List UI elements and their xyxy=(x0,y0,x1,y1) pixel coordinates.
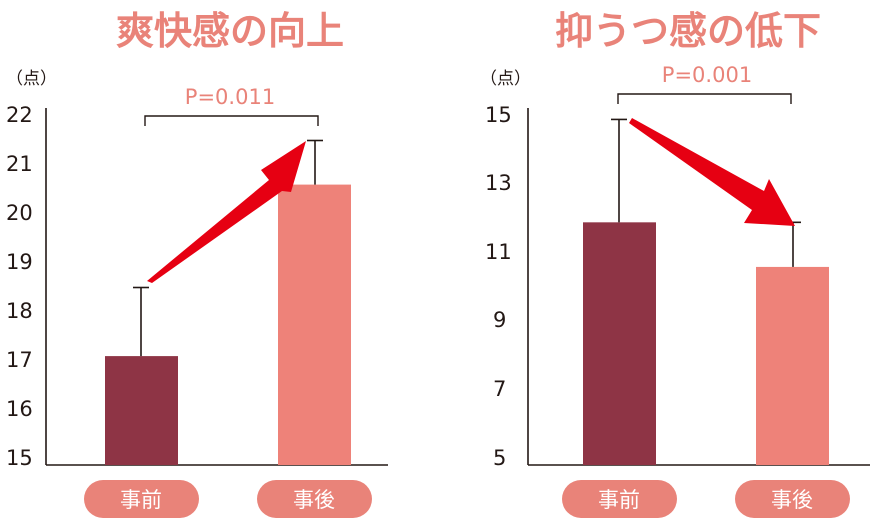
category-pill-after: 事後 xyxy=(735,480,850,518)
p-value-label: P=0.011 xyxy=(185,85,275,109)
bar-after xyxy=(756,266,829,465)
chart-left-y-tick-labels: 15 16 17 18 19 20 21 22 xyxy=(6,103,33,470)
chart-right-title: 抑うつ感の低下 xyxy=(555,9,821,53)
y-tick-label: 19 xyxy=(6,250,33,274)
trend-arrow-down xyxy=(629,118,795,226)
y-tick-label: 11 xyxy=(485,240,512,264)
category-pill-after: 事後 xyxy=(257,480,372,518)
category-pill-before: 事前 xyxy=(562,480,677,518)
category-label: 事後 xyxy=(293,488,335,512)
y-tick-label: 13 xyxy=(485,171,512,195)
chart-right-y-tick-labels: 5 7 9 11 13 15 xyxy=(485,103,512,470)
bar-before xyxy=(583,222,656,465)
category-label: 事後 xyxy=(771,488,813,512)
y-tick-label: 16 xyxy=(6,397,33,421)
bar-after xyxy=(278,184,351,465)
category-pill-before: 事前 xyxy=(84,480,199,518)
y-tick-label: 5 xyxy=(493,446,506,470)
significance-bracket xyxy=(144,115,319,126)
chart-right-unit-label: （点） xyxy=(480,69,531,89)
error-bar-after xyxy=(785,221,801,267)
y-tick-label: 15 xyxy=(6,446,33,470)
y-tick-label: 21 xyxy=(6,152,33,176)
category-label: 事前 xyxy=(120,488,162,512)
bar-before xyxy=(105,356,178,465)
chart-left-unit-label: （点） xyxy=(6,69,57,89)
error-bar-before xyxy=(611,118,627,223)
trend-arrow-up xyxy=(147,141,306,283)
category-label: 事前 xyxy=(598,488,640,512)
chart-left: 爽快感の向上 （点） 15 16 17 18 19 20 21 22 P=0.0… xyxy=(6,9,388,518)
y-tick-label: 17 xyxy=(6,348,33,372)
y-tick-label: 18 xyxy=(6,299,33,323)
y-tick-label: 7 xyxy=(493,377,506,401)
y-tick-label: 20 xyxy=(6,201,33,225)
y-tick-label: 15 xyxy=(485,103,512,127)
error-bar-before xyxy=(133,286,149,357)
p-value-label: P=0.001 xyxy=(662,63,752,87)
y-tick-label: 22 xyxy=(6,103,33,127)
y-tick-label: 9 xyxy=(493,308,506,332)
significance-bracket xyxy=(617,93,792,104)
chart-right: 抑うつ感の低下 （点） 5 7 9 11 13 15 P=0.001 事前 xyxy=(480,9,870,518)
chart-left-title: 爽快感の向上 xyxy=(116,9,344,53)
error-bar-after xyxy=(307,139,323,185)
